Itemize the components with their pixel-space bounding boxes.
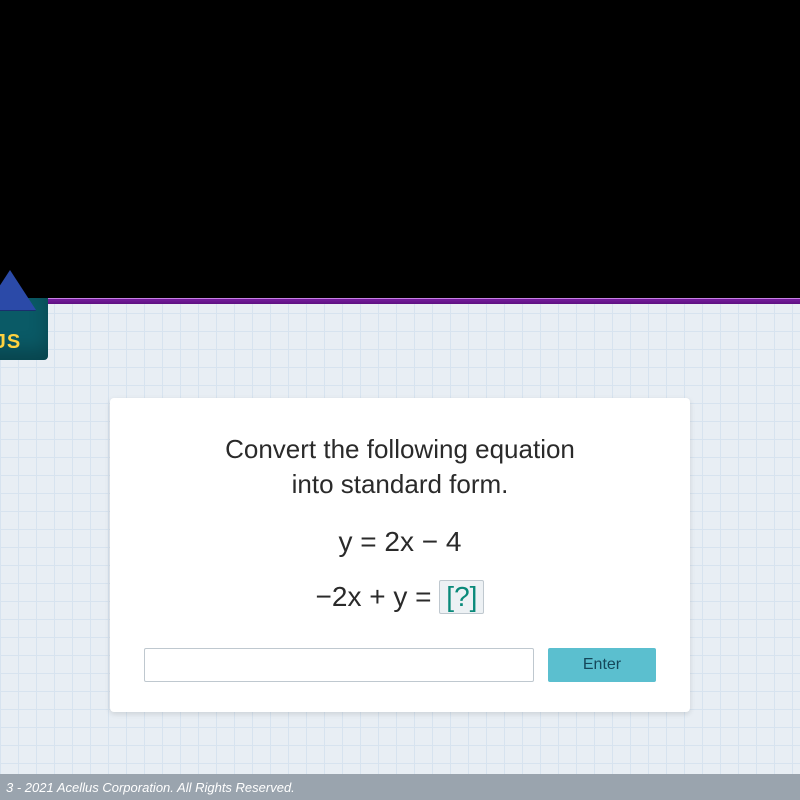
answer-equation: −2x + y = [?] <box>144 580 656 614</box>
given-equation: y = 2x − 4 <box>144 526 656 558</box>
top-accent-bar <box>0 298 800 304</box>
enter-button[interactable]: Enter <box>548 648 656 682</box>
footer-text: 3 - 2021 Acellus Corporation. All Rights… <box>6 780 295 795</box>
copyright-footer: 3 - 2021 Acellus Corporation. All Rights… <box>0 774 800 800</box>
prompt-line-2: into standard form. <box>144 469 656 500</box>
answer-lhs: −2x + y = <box>316 581 440 612</box>
prompt-line-1: Convert the following equation <box>144 434 656 465</box>
brand-triangle-icon <box>0 270 36 310</box>
app-screen: JS Convert the following equation into s… <box>0 298 800 800</box>
answer-placeholder[interactable]: [?] <box>439 580 484 614</box>
answer-input[interactable] <box>144 648 534 682</box>
question-card: Convert the following equation into stan… <box>110 398 690 712</box>
brand-text: JS <box>0 331 48 354</box>
answer-input-row: Enter <box>144 648 656 682</box>
brand-tab: JS <box>0 298 48 360</box>
